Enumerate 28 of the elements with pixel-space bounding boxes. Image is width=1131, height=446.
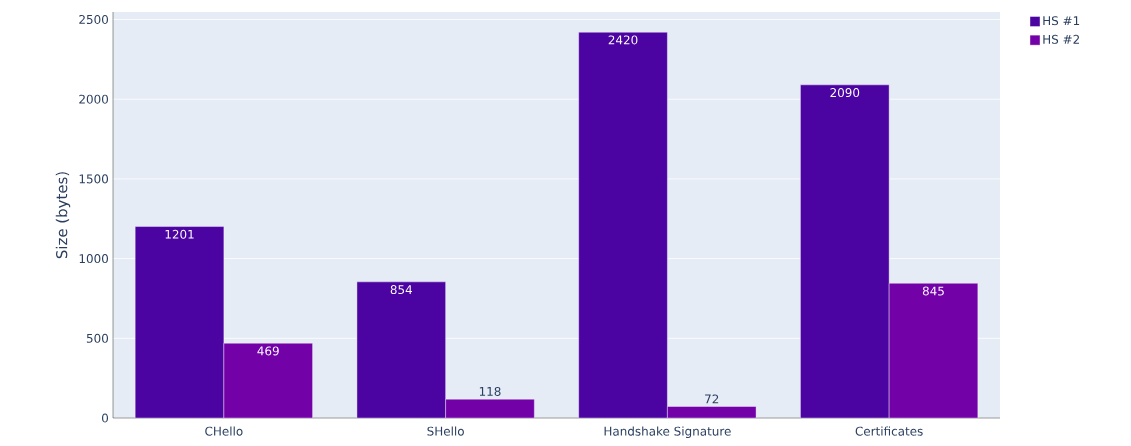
bar	[356, 281, 446, 418]
y-tick-label: 1500	[79, 174, 109, 184]
bar	[888, 283, 979, 418]
bar	[134, 226, 225, 418]
data-label: 2090	[830, 88, 860, 98]
bar	[223, 343, 313, 418]
legend-label: HS #1	[1043, 16, 1080, 26]
x-tick-label: Certificates	[855, 426, 923, 436]
data-label: 2420	[608, 35, 638, 45]
data-label: 854	[390, 285, 413, 295]
y-tick-label: 2500	[79, 14, 109, 25]
data-label: 469	[257, 346, 279, 356]
bar	[445, 398, 535, 418]
bar	[800, 84, 890, 418]
data-label: 845	[922, 286, 944, 296]
y-tick-label: 2000	[79, 94, 109, 104]
data-label: 118	[479, 386, 501, 396]
y-tick-label: 1000	[79, 254, 109, 264]
y-tick-label: 0	[101, 413, 109, 423]
bar	[578, 32, 668, 418]
data-label: 1201	[165, 229, 194, 239]
x-tick-label: CHello	[205, 426, 243, 436]
x-tick-label: Handshake Signature	[604, 426, 731, 438]
x-tick-label: SHello	[427, 426, 464, 436]
y-tick-label: 500	[86, 333, 109, 343]
y-axis-title: Size (bytes)	[55, 172, 71, 259]
legend-label: HS #2	[1043, 34, 1079, 44]
data-label: 72	[705, 394, 719, 404]
